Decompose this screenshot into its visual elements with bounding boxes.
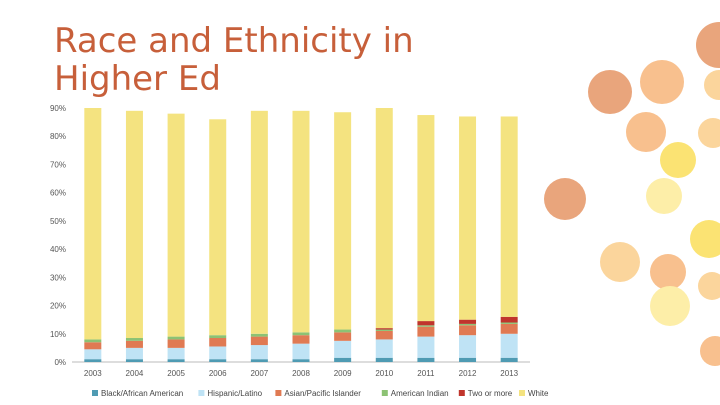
bar-segment-two-or-more [417, 321, 435, 326]
bar-segment-asian-pacific-islander [334, 332, 352, 341]
legend-swatch [458, 390, 465, 396]
bar-segment-white [375, 108, 393, 329]
bar-segment-asian-pacific-islander [500, 323, 518, 334]
bar-segment-white [292, 110, 310, 333]
legend-label: Hispanic/Latino [207, 389, 262, 398]
y-tick-label: 20% [50, 302, 66, 311]
legend-label: Black/African American [101, 389, 183, 398]
x-tick-label: 2012 [459, 369, 477, 378]
bar-segment-white [250, 110, 268, 334]
bar-segment-white [500, 116, 518, 317]
bar-segment-white [209, 119, 227, 336]
x-tick-label: 2003 [84, 369, 102, 378]
bar-segment-black-african-american [375, 357, 393, 362]
bar-segment-asian-pacific-islander [250, 336, 268, 346]
bar-segment-black-african-american [459, 357, 477, 362]
y-tick-label: 0% [54, 358, 66, 367]
x-tick-label: 2013 [500, 369, 518, 378]
x-tick-label: 2011 [417, 369, 435, 378]
bar-segment-white [417, 115, 435, 322]
x-tick-label: 2010 [375, 369, 393, 378]
y-tick-label: 10% [50, 330, 66, 339]
bar-segment-white [125, 110, 143, 339]
bar-segment-asian-pacific-islander [375, 330, 393, 340]
legend-label: American Indian [391, 389, 449, 398]
bar-segment-american-indian [417, 325, 435, 327]
bar-segment-hispanic-latino [250, 345, 268, 360]
x-tick-label: 2008 [292, 369, 310, 378]
bar-segment-american-indian [292, 332, 310, 336]
bar-segment-white [84, 108, 102, 340]
bar-segment-white [167, 113, 185, 337]
bar-segment-black-african-american [292, 359, 310, 362]
bar-segment-black-african-american [209, 359, 227, 362]
y-tick-label: 50% [50, 217, 66, 226]
legend-label: Asian/Pacific Islander [284, 389, 361, 398]
bar-segment-american-indian [125, 338, 143, 341]
bar-segment-american-indian [334, 329, 352, 333]
bar-segment-two-or-more [375, 328, 393, 330]
slide-title: Race and Ethnicity in Higher Ed [54, 21, 414, 99]
x-tick-label: 2004 [126, 369, 144, 378]
bar-segment-hispanic-latino [209, 346, 227, 360]
bar-segment-american-indian [167, 336, 185, 340]
bar-segment-american-indian [209, 335, 227, 339]
bar-segment-two-or-more [459, 319, 477, 324]
legend-swatch [519, 390, 525, 396]
bar-segment-asian-pacific-islander [459, 325, 477, 336]
y-tick-label: 90% [50, 104, 66, 113]
bar-segment-asian-pacific-islander [209, 338, 227, 347]
x-tick-label: 2005 [167, 369, 185, 378]
bar-segment-american-indian [375, 329, 393, 331]
bar-segment-asian-pacific-islander [167, 339, 185, 348]
bar-segment-american-indian [459, 323, 477, 326]
bar-segment-black-african-american [125, 359, 143, 362]
bar-segment-white [459, 116, 477, 320]
legend-swatch [381, 390, 388, 396]
bar-segment-black-african-american [84, 359, 102, 362]
bar-segment-american-indian [250, 333, 268, 337]
bar-segment-black-african-american [417, 357, 435, 362]
y-tick-label: 80% [50, 132, 66, 141]
bar-segment-hispanic-latino [292, 343, 310, 360]
bar-segment-black-african-american [500, 357, 518, 362]
legend-swatch [275, 390, 282, 396]
legend-label: Two or more [468, 389, 513, 398]
y-tick-label: 60% [50, 189, 66, 198]
bar-segment-hispanic-latino [500, 333, 518, 358]
y-tick-label: 70% [50, 160, 66, 169]
y-tick-label: 30% [50, 273, 66, 282]
bar-segment-hispanic-latino [167, 347, 185, 360]
bar-segment-black-african-american [250, 359, 268, 362]
bar-segment-white [334, 112, 352, 330]
bar-segment-hispanic-latino [417, 336, 435, 358]
legend-swatch [198, 390, 205, 396]
y-tick-label: 40% [50, 245, 66, 254]
legend-label: White [528, 389, 549, 398]
legend-swatch [92, 390, 98, 396]
bar-segment-american-indian [84, 339, 102, 343]
bar-segment-asian-pacific-islander [292, 335, 310, 344]
bar-segment-asian-pacific-islander [84, 342, 102, 350]
x-tick-label: 2009 [334, 369, 352, 378]
bar-segment-hispanic-latino [375, 339, 393, 358]
x-tick-label: 2007 [250, 369, 268, 378]
bar-segment-hispanic-latino [125, 347, 143, 360]
bar-segment-black-african-american [167, 359, 185, 362]
bar-segment-hispanic-latino [334, 340, 352, 358]
bar-segment-two-or-more [500, 316, 518, 323]
bar-segment-hispanic-latino [84, 349, 102, 360]
x-tick-label: 2006 [209, 369, 227, 378]
bar-segment-asian-pacific-islander [417, 326, 435, 337]
bar-segment-black-african-american [334, 357, 352, 362]
bar-segment-american-indian [500, 322, 518, 324]
bar-segment-asian-pacific-islander [125, 340, 143, 348]
bar-segment-hispanic-latino [459, 335, 477, 358]
